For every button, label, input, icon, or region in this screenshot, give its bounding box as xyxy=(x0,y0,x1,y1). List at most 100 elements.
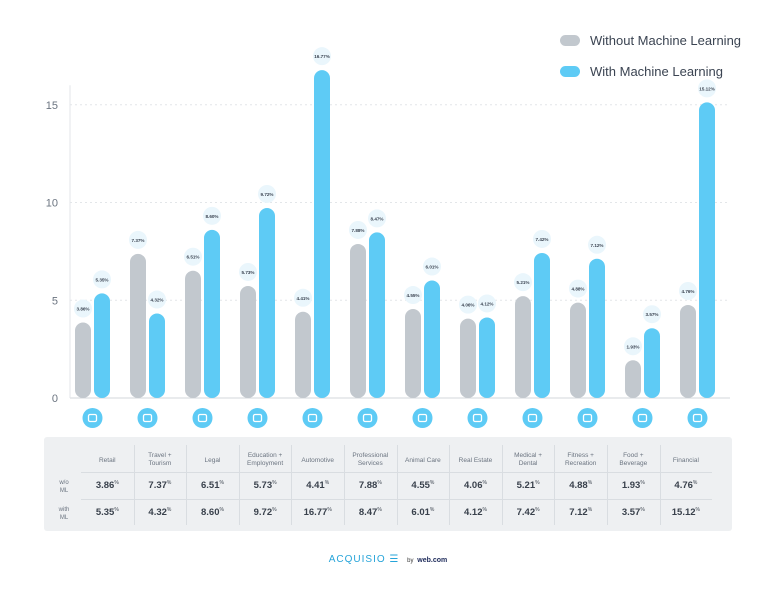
legend-label-with-ml: With Machine Learning xyxy=(590,63,723,79)
data-label: 6.51% xyxy=(186,255,199,260)
car-icon-glyph xyxy=(307,413,318,423)
table-value: 4.06% xyxy=(464,480,487,492)
table-col-divider xyxy=(133,445,135,525)
data-label: 4.12% xyxy=(480,301,493,306)
bar-with-ml xyxy=(259,207,275,398)
legend-swatch-without-ml xyxy=(560,34,580,46)
table-col-divider xyxy=(291,445,293,525)
food-icon-glyph xyxy=(637,413,648,423)
data-label: 4.88% xyxy=(571,287,584,292)
table-value: 3.86% xyxy=(95,480,119,492)
value-bubble xyxy=(74,299,92,318)
pet-carrier-icon xyxy=(412,408,433,428)
bar-with-ml xyxy=(699,102,715,399)
table-header: Professional Services xyxy=(352,452,389,467)
table-value: 4.12% xyxy=(464,507,487,519)
table-value: 7.12% xyxy=(569,507,593,519)
data-label: 5.35% xyxy=(95,277,108,282)
by-label: by xyxy=(407,558,414,564)
house-icon xyxy=(467,408,488,428)
value-bubble xyxy=(514,273,532,292)
bar-without-ml xyxy=(570,302,586,398)
row-label: w/o ML xyxy=(59,480,69,494)
bar-without-ml xyxy=(625,360,641,398)
data-label: 3.57% xyxy=(645,312,658,317)
data-table: Retail Travel + Tourism Legal Education + Emp… xyxy=(44,437,732,531)
table-col-divider xyxy=(344,445,345,525)
bar-with-ml xyxy=(424,280,440,398)
shopping-bag-icon xyxy=(82,408,103,428)
bar-with-ml xyxy=(644,328,660,398)
data-label: 4.41% xyxy=(296,296,309,301)
data-label: 7.37% xyxy=(131,238,144,243)
table-col-divider xyxy=(659,445,661,525)
palm-tree-icon xyxy=(137,408,158,428)
bar-without-ml xyxy=(515,296,531,398)
bar-without-ml xyxy=(460,318,476,398)
data-label: 5.21% xyxy=(516,280,529,285)
table-value: 4.76% xyxy=(674,480,698,492)
data-label: 4.55% xyxy=(406,293,419,298)
pet-carrier-icon-glyph xyxy=(417,413,428,423)
legend-item-without-ml[interactable]: Without Machine Learning xyxy=(560,29,741,51)
footer-logo: ACQUISIO ☰ by web.com xyxy=(0,554,776,565)
bar-with-ml xyxy=(589,258,605,398)
table-header: Automotive xyxy=(301,457,334,464)
table-header: Legal xyxy=(204,457,221,464)
car-icon xyxy=(302,408,323,428)
legend-label-without-ml: Without Machine Learning xyxy=(590,32,742,48)
palm-tree-icon-glyph xyxy=(142,413,153,423)
table-value: 9.72% xyxy=(253,507,277,519)
y-tick-label: 5 xyxy=(52,295,58,307)
data-label: 5.73% xyxy=(241,270,254,275)
value-bubble xyxy=(368,209,386,228)
data-label: 4.32% xyxy=(150,298,163,303)
table-header: Retail xyxy=(98,457,116,464)
chart-icon-glyph xyxy=(692,413,703,423)
value-bubble xyxy=(294,288,312,307)
legend-item-with-ml[interactable]: With Machine Learning xyxy=(560,60,741,82)
table-header: Medical + Dental xyxy=(514,452,543,467)
bar-without-ml xyxy=(130,253,146,398)
bar-without-ml xyxy=(680,304,696,398)
data-label: 8.47% xyxy=(370,216,383,221)
table-header: Financial xyxy=(672,457,699,464)
table-value: 3.57% xyxy=(621,507,645,519)
table-header: Education + Employment xyxy=(247,452,284,467)
data-label: 4.06% xyxy=(461,303,474,308)
brand-mark-icon: ☰ xyxy=(389,554,400,565)
data-label: 8.60% xyxy=(205,214,218,219)
bar-without-ml xyxy=(75,322,91,398)
table-value: 16.77% xyxy=(303,507,332,519)
value-bubble xyxy=(588,235,606,254)
data-label: 9.72% xyxy=(260,192,273,197)
value-bubble xyxy=(533,229,551,248)
table-col-divider xyxy=(607,445,608,525)
table-header: Travel + Tourism xyxy=(148,452,172,467)
value-bubble xyxy=(569,279,587,298)
table-value: 5.35% xyxy=(95,507,119,519)
bar-with-ml xyxy=(534,252,550,398)
data-label: 6.01% xyxy=(425,265,438,270)
value-bubble xyxy=(404,286,422,305)
chart-legend: Without Machine Learning With Machine Le… xyxy=(560,29,741,91)
table-header: Fitness + Recreation xyxy=(564,452,597,467)
bar-chart: 0 5 10 15 3.86% 5.35% 7.37% 4.32% 6.51% 8.60% 5.73… xyxy=(46,47,730,428)
table-col-divider xyxy=(186,445,188,525)
table-col-divider xyxy=(396,445,398,525)
table-value: 8.47% xyxy=(358,507,382,519)
table-value: 6.51% xyxy=(201,480,224,492)
bar-with-ml xyxy=(479,317,495,398)
data-label: 16.77% xyxy=(314,54,330,59)
y-tick-label: 10 xyxy=(46,198,58,210)
bar-without-ml xyxy=(240,285,256,398)
value-bubble xyxy=(349,220,367,239)
data-label: 7.42% xyxy=(535,237,548,242)
heart-icon xyxy=(577,408,598,428)
bar-without-ml xyxy=(295,311,311,398)
table-header: Food + Beverage xyxy=(619,452,648,467)
data-label: 1.93% xyxy=(626,344,639,349)
table-value: 5.73% xyxy=(253,480,277,492)
table-value: 7.88% xyxy=(358,480,382,492)
value-bubble xyxy=(643,305,661,324)
